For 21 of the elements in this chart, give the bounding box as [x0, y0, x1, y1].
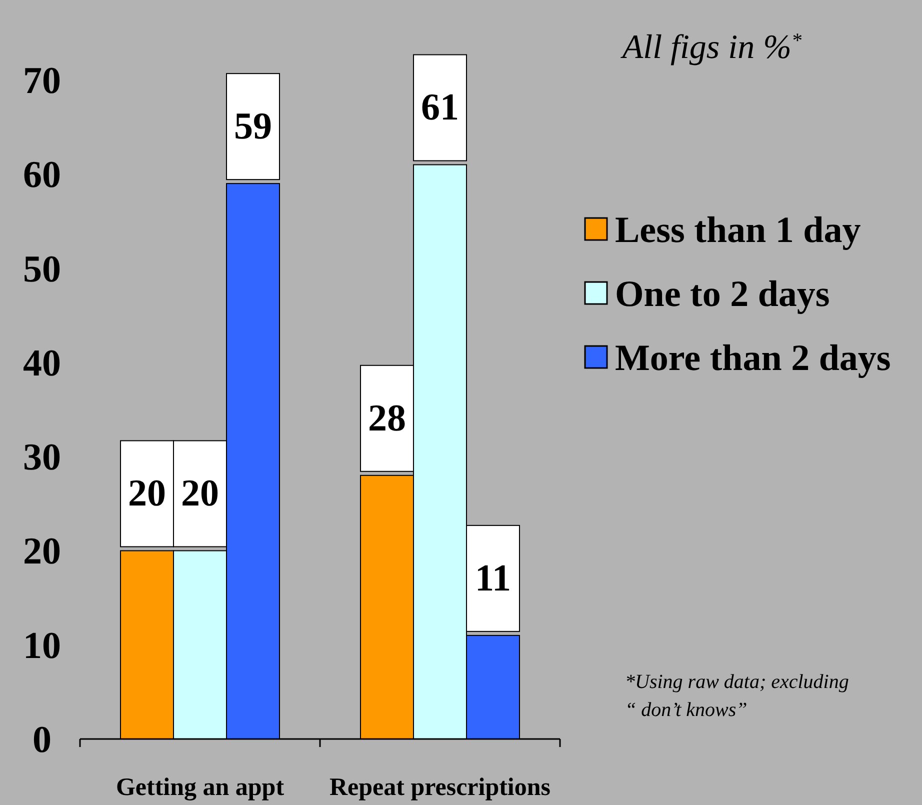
- legend-label: One to 2 days: [615, 274, 830, 315]
- data-label: 20: [128, 472, 166, 515]
- x-tick-label: Getting an appt: [116, 774, 285, 801]
- legend-label: More than 2 days: [615, 338, 891, 379]
- y-tick-label: 30: [23, 436, 61, 479]
- y-tick-label: 20: [23, 530, 61, 573]
- text: *Using raw data; excluding “ don’t knows”: [625, 671, 849, 721]
- y-tick-label: 0: [32, 719, 52, 761]
- y-tick-label: 50: [23, 248, 61, 290]
- data-label: 59: [234, 106, 272, 148]
- data-label: 11: [475, 557, 511, 600]
- data-label: 28: [368, 397, 406, 440]
- y-tick-label: 70: [23, 60, 61, 102]
- y-tick-label: 10: [23, 624, 61, 667]
- text: All figs in %$^{*}$: [620, 29, 802, 66]
- legend-label: Less than 1 day: [615, 210, 862, 251]
- y-tick-label: 40: [23, 342, 61, 384]
- data-label: 61: [421, 86, 459, 129]
- x-tick-label: Repeat prescriptions: [329, 774, 551, 801]
- data-label: 20: [181, 472, 219, 515]
- y-tick-label: 60: [23, 154, 61, 196]
